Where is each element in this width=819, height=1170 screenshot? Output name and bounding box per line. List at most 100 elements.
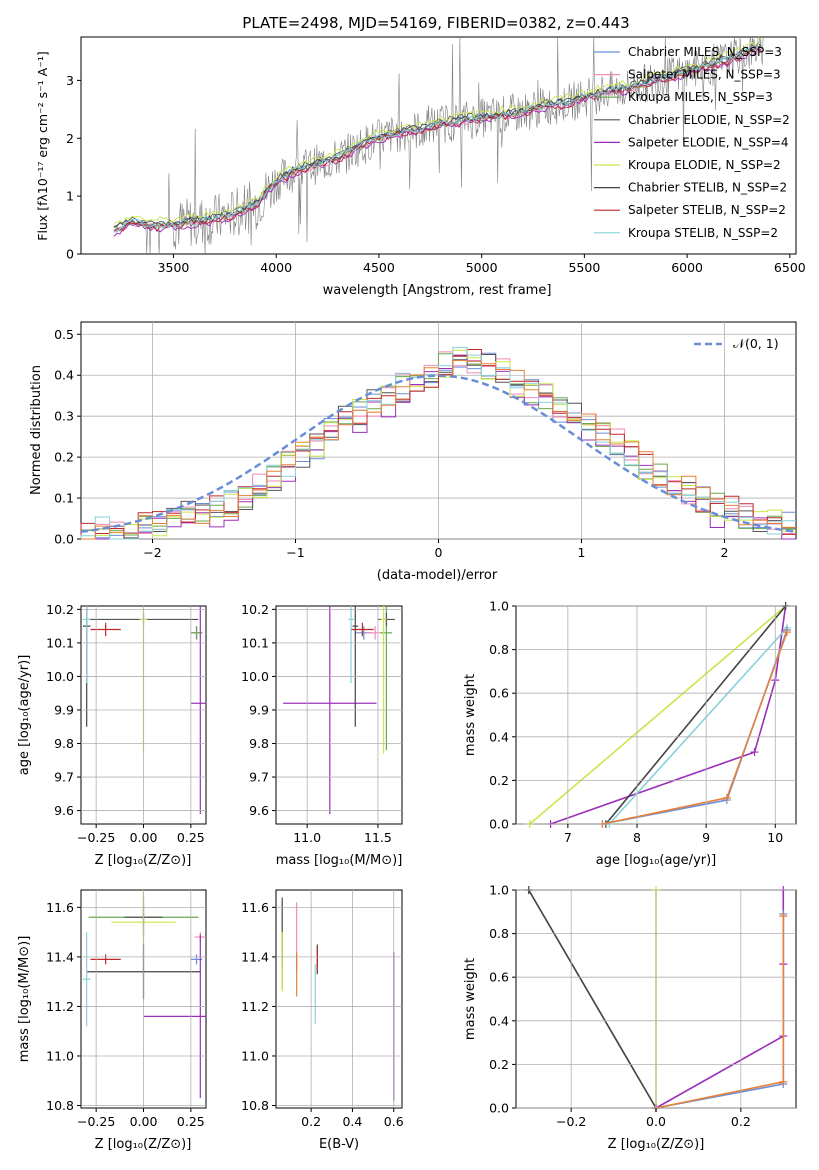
mass-vs-z-panel: −0.25 0.00 0.25 10.8 11.0 11.2 11.4 11.6 Z [log…: [17, 889, 207, 1152]
residual-y-tick-label: 0.5: [54, 327, 74, 342]
residual-x-label: (data-model)/error: [377, 568, 498, 583]
weight-vs-z-x-tick-label: −0.2: [556, 1114, 586, 1129]
spectrum-legend: Chabrier MILES, N_SSP=3 Salpeter MILES, N…: [594, 45, 790, 240]
weight-vs-z-y-tick-label: 0.4: [489, 1013, 509, 1028]
weight-vs-z-weight-line: [655, 890, 785, 1109]
mass-vs-ebv-x-tick-label: 0.4: [342, 1114, 362, 1129]
mass-vs-ebv-x-tick-label: 0.2: [301, 1114, 321, 1129]
age-vs-mass-y-tick-label: 10.2: [241, 602, 269, 617]
weight-vs-z-y-tick-label: 0.0: [489, 1101, 509, 1116]
spectrum-x-tick-label: 5500: [568, 260, 600, 275]
age-vs-mass-y-tick-label: 9.9: [249, 702, 269, 717]
age-vs-mass-x-tick-label: 11.5: [364, 830, 392, 845]
weight-vs-age-x-label: age [log₁₀(age/yr)]: [596, 853, 717, 868]
weight-vs-z-x-tick-label: 0.2: [731, 1114, 751, 1129]
weight-vs-age-y-tick-label: 0.4: [489, 729, 509, 744]
weight-vs-age-y-tick-label: 0.2: [489, 773, 509, 788]
spectrum-legend-label: Chabrier STELIB, N_SSP=2: [628, 181, 787, 195]
spectrum-legend-label: Salpeter STELIB, N_SSP=2: [628, 203, 786, 217]
spectrum-x-tick-label: 3500: [158, 260, 190, 275]
mass-vs-ebv-y-tick-label: 11.2: [241, 999, 269, 1014]
weight-vs-age-y-tick-label: 0.0: [489, 817, 509, 832]
spectrum-y-label: Flux [fλ10⁻¹⁷ erg cm⁻² s⁻¹ A⁻¹]: [35, 51, 50, 240]
spectrum-y-tick-label: 0: [66, 247, 74, 262]
age-vs-z-y-tick-label: 9.7: [54, 770, 74, 785]
age-vs-z-panel: −0.25 0.00 0.25 9.6 9.7 9.8 9.9 10.0 10.1 10.2 Z …: [17, 602, 207, 868]
mass-vs-ebv-x-label: E(B-V): [319, 1137, 359, 1152]
spectrum-x-tick-label: 5000: [466, 260, 498, 275]
residual-y-tick-label: 0.2: [54, 450, 74, 465]
residual-x-tick-label: 2: [721, 545, 729, 560]
observed-spectrum-line: [113, 36, 764, 255]
age-vs-z-x-tick-label: −0.25: [77, 830, 115, 845]
mass-vs-z-y-tick-label: 11.2: [46, 999, 74, 1014]
age-vs-mass-x-label: mass [log₁₀(M/M⊙)]: [276, 853, 403, 868]
figure-title: PLATE=2498, MJD=54169, FIBERID=0382, z=0…: [242, 14, 629, 32]
weight-vs-age-weight-line: [608, 627, 788, 825]
spectrum-legend-label: Salpeter MILES, N_SSP=3: [628, 68, 781, 82]
weight-vs-age-weight-line: [605, 605, 787, 825]
spectrum-x-tick-label: 4500: [363, 260, 395, 275]
weight-vs-age-y-tick-label: 0.8: [489, 642, 509, 657]
weight-vs-z-y-tick-label: 0.8: [489, 926, 509, 941]
weight-vs-age-weight-line: [550, 605, 787, 825]
residual-y-tick-label: 0.1: [54, 491, 74, 506]
gaussian-legend-label: 𝒩(0, 1): [733, 336, 779, 351]
spectrum-legend-label: Kroupa ELODIE, N_SSP=2: [628, 158, 781, 172]
model-spectrum-line: [113, 37, 762, 225]
mass-vs-ebv-y-tick-label: 11.6: [241, 900, 269, 915]
mass-vs-z-y-tick-label: 11.4: [46, 949, 74, 964]
age-vs-z-y-label: age [log₁₀(age/yr)]: [17, 655, 32, 776]
residual-x-tick-label: 1: [578, 545, 586, 560]
weight-vs-age-weight-marker: [783, 628, 792, 637]
age-vs-mass-y-tick-label: 9.8: [249, 736, 269, 751]
weight-vs-z-y-tick-label: 1.0: [489, 883, 509, 898]
mass-vs-z-x-tick-label: −0.25: [77, 1114, 115, 1129]
weight-vs-z-x-tick-label: 0.0: [646, 1114, 666, 1129]
weight-vs-z-x-label: Z [log₁₀(Z/Z⊙)]: [608, 1137, 705, 1152]
model-spectrum-line: [113, 47, 762, 233]
mass-vs-z-y-tick-label: 11.0: [46, 1048, 74, 1063]
age-vs-mass-y-tick-label: 9.7: [249, 770, 269, 785]
age-vs-mass-panel: 11.0 11.5 9.6 9.7 9.8 9.9 10.0 10.1 10.2 mass [l…: [241, 602, 403, 868]
weight-vs-z-panel: −0.2 0.0 0.2 0.0 0.2 0.4 0.6 0.8 1.0 Z [log₁₀(Z/…: [463, 883, 797, 1152]
age-vs-mass-y-tick-label: 10.1: [241, 635, 269, 650]
spectrum-x-label: wavelength [Angstrom, rest frame]: [323, 283, 552, 298]
age-vs-z-y-tick-label: 10.0: [46, 669, 74, 684]
weight-vs-z-weight-marker: [779, 1077, 788, 1086]
weight-vs-z-weight-marker: [779, 912, 788, 921]
age-vs-mass-y-tick-label: 10.0: [241, 669, 269, 684]
weight-vs-age-weight-marker: [722, 793, 731, 802]
weight-vs-age-x-tick-label: 10: [767, 830, 783, 845]
age-vs-z-x-tick-label: 0.25: [177, 830, 205, 845]
residual-x-tick-label: 0: [435, 545, 443, 560]
residual-x-tick-label: −1: [286, 545, 304, 560]
spectrum-legend-label: Kroupa MILES, N_SSP=3: [628, 90, 773, 104]
weight-vs-age-x-tick-label: 7: [564, 830, 572, 845]
residual-x-tick-label: −2: [143, 545, 161, 560]
age-vs-z-y-tick-label: 9.6: [54, 803, 74, 818]
mass-vs-ebv-panel: 0.2 0.4 0.6 10.8 11.0 11.2 11.4 11.6 E(B-V): [241, 889, 404, 1152]
weight-vs-age-weight-line: [529, 605, 787, 825]
model-spectrum-line: [113, 45, 762, 233]
mass-vs-ebv-x-tick-label: 0.6: [384, 1114, 404, 1129]
age-vs-z-x-label: Z [log₁₀(Z/Z⊙)]: [95, 853, 192, 868]
weight-vs-z-weight-line: [528, 889, 657, 1109]
residual-panel: −2 −1 0 1 2 0.0 0.1 0.2 0.3 0.4 0.5 (data-model)/e…: [29, 321, 797, 583]
spectrum-legend-label: Salpeter ELODIE, N_SSP=4: [628, 135, 789, 149]
weight-vs-z-weight-line: [655, 916, 785, 1109]
spectrum-legend-label: Chabrier ELODIE, N_SSP=2: [628, 113, 790, 127]
weight-vs-age-y-label: mass weight: [463, 674, 478, 756]
mass-vs-z-x-tick-label: 0.00: [130, 1114, 158, 1129]
weight-vs-z-y-tick-label: 0.2: [489, 1057, 509, 1072]
age-vs-z-x-tick-label: 0.00: [130, 830, 158, 845]
spectrum-legend-label: Kroupa STELIB, N_SSP=2: [628, 226, 778, 240]
spectrum-x-tick-label: 6500: [774, 260, 806, 275]
spectrum-panel: 3500 4000 4500 5000 5500 6000 6500 0 1 2 3 wavelen…: [35, 36, 806, 298]
weight-vs-z-weight-line: [655, 914, 785, 1109]
weight-vs-age-x-tick-label: 8: [633, 830, 641, 845]
mass-vs-ebv-y-tick-label: 11.4: [241, 949, 269, 964]
mass-vs-z-x-tick-label: 0.25: [177, 1114, 205, 1129]
residual-y-label: Normed distribution: [29, 365, 44, 495]
spectrum-y-tick-label: 2: [66, 131, 74, 146]
